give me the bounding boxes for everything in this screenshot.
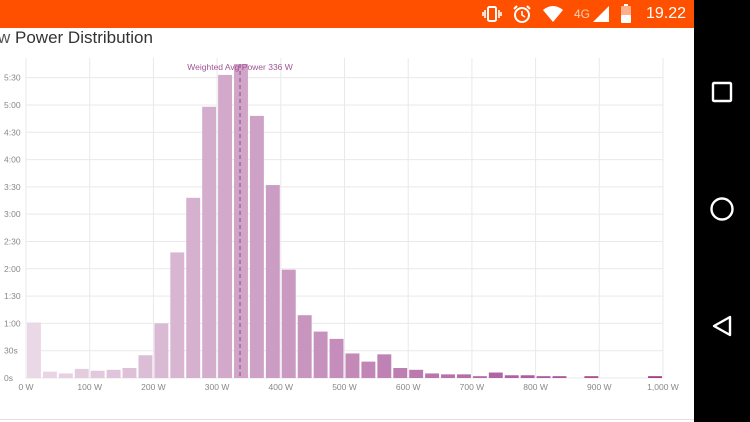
- page-title: w Power Distribution: [0, 28, 153, 48]
- histogram-bar: [122, 367, 137, 378]
- histogram-bar: [536, 376, 551, 378]
- y-tick-label: 3:30: [4, 182, 21, 192]
- y-tick-label: 2:00: [4, 264, 21, 274]
- x-tick-label: 500 W: [332, 382, 357, 392]
- histogram-bar: [584, 376, 599, 378]
- histogram-bar: [361, 361, 376, 378]
- histogram-bar: [90, 370, 105, 378]
- histogram-bar: [74, 368, 89, 378]
- histogram-bar: [186, 197, 201, 378]
- histogram-bar: [552, 376, 567, 378]
- y-tick-label: 5:30: [4, 73, 21, 83]
- histogram-bar: [377, 354, 392, 378]
- histogram-bar: [456, 374, 471, 378]
- histogram-bar: [409, 369, 424, 378]
- y-tick-label: 4:00: [4, 155, 21, 165]
- histogram-bar: [265, 185, 280, 378]
- divider: [0, 419, 694, 420]
- histogram-bar: [170, 252, 185, 378]
- navigation-bar: [694, 0, 750, 422]
- histogram-bar: [297, 315, 312, 378]
- status-icons: 4G 19.22: [482, 0, 686, 28]
- x-tick-label: 400 W: [269, 382, 294, 392]
- histogram-bar: [202, 106, 217, 379]
- histogram-bar: [345, 353, 360, 378]
- y-tick-label: 30s: [4, 346, 18, 356]
- histogram-bar: [249, 115, 264, 378]
- histogram-bar: [441, 374, 455, 378]
- x-tick-label: 100 W: [77, 382, 102, 392]
- histogram-bar: [504, 375, 519, 378]
- x-tick-label: 600 W: [396, 382, 421, 392]
- home-button[interactable]: [706, 195, 738, 227]
- histogram-bar: [106, 369, 121, 378]
- histogram-bar: [313, 331, 328, 378]
- status-bar: 4G 19.22: [0, 0, 694, 28]
- cell-signal-icon: [592, 5, 610, 23]
- histogram-bar: [488, 372, 503, 378]
- page-title-prefix: w: [0, 28, 11, 47]
- histogram-bar: [472, 376, 487, 378]
- y-tick-label: 0s: [4, 373, 13, 383]
- histogram-bar: [425, 373, 440, 378]
- y-tick-label: 2:30: [4, 236, 21, 246]
- weighted-avg-power-label: Weighted Avg Power 336 W: [187, 62, 293, 72]
- x-tick-label: 700 W: [460, 382, 485, 392]
- status-clock: 19.22: [645, 5, 686, 22]
- x-tick-label: 200 W: [141, 382, 166, 392]
- x-tick-label: 800 W: [523, 382, 548, 392]
- power-distribution-chart[interactable]: 0s 30s 1:00 1:30 2:00 2:30 3:00 3:30 4:00 4:30 5:0…: [0, 58, 694, 422]
- histogram-bar: [58, 373, 73, 378]
- network-type-label: 4G: [573, 7, 590, 21]
- y-tick-label: 5:00: [4, 100, 21, 110]
- back-triangle-icon: [710, 314, 734, 343]
- home-circle-icon: [709, 196, 735, 227]
- battery-icon: [620, 4, 632, 24]
- histogram-bar: [281, 269, 296, 378]
- y-tick-label: 1:00: [4, 318, 21, 328]
- recents-button[interactable]: [706, 78, 738, 110]
- x-tick-label: 0 W: [18, 382, 33, 392]
- histogram-bar: [520, 375, 535, 378]
- histogram-bar: [218, 74, 233, 378]
- page-title-main: Power Distribution: [15, 28, 153, 47]
- histogram-bar: [154, 323, 169, 378]
- y-tick-label: 1:30: [4, 291, 21, 301]
- histogram-bar: [234, 64, 248, 378]
- y-tick-label: 3:00: [4, 209, 21, 219]
- back-button[interactable]: [706, 312, 738, 344]
- histogram-bar: [329, 338, 344, 378]
- histogram-bar: [138, 355, 153, 378]
- histogram-bar: [393, 367, 408, 378]
- content-area[interactable]: w Power Distribution 0s 30s 1:00 1:30 2:00 2:…: [0, 28, 694, 422]
- y-tick-label: 4:30: [4, 127, 21, 137]
- wifi-icon: [542, 5, 564, 23]
- x-tick-label: 300 W: [205, 382, 230, 392]
- histogram-bar: [648, 376, 662, 378]
- histogram-bar: [42, 371, 57, 378]
- x-tick-label: 900 W: [587, 382, 612, 392]
- x-tick-label: 1,000 W: [647, 382, 679, 392]
- alarm-icon: [512, 4, 532, 24]
- vibrate-icon: [482, 5, 502, 23]
- histogram-bar: [27, 322, 41, 378]
- recents-square-icon: [711, 81, 733, 108]
